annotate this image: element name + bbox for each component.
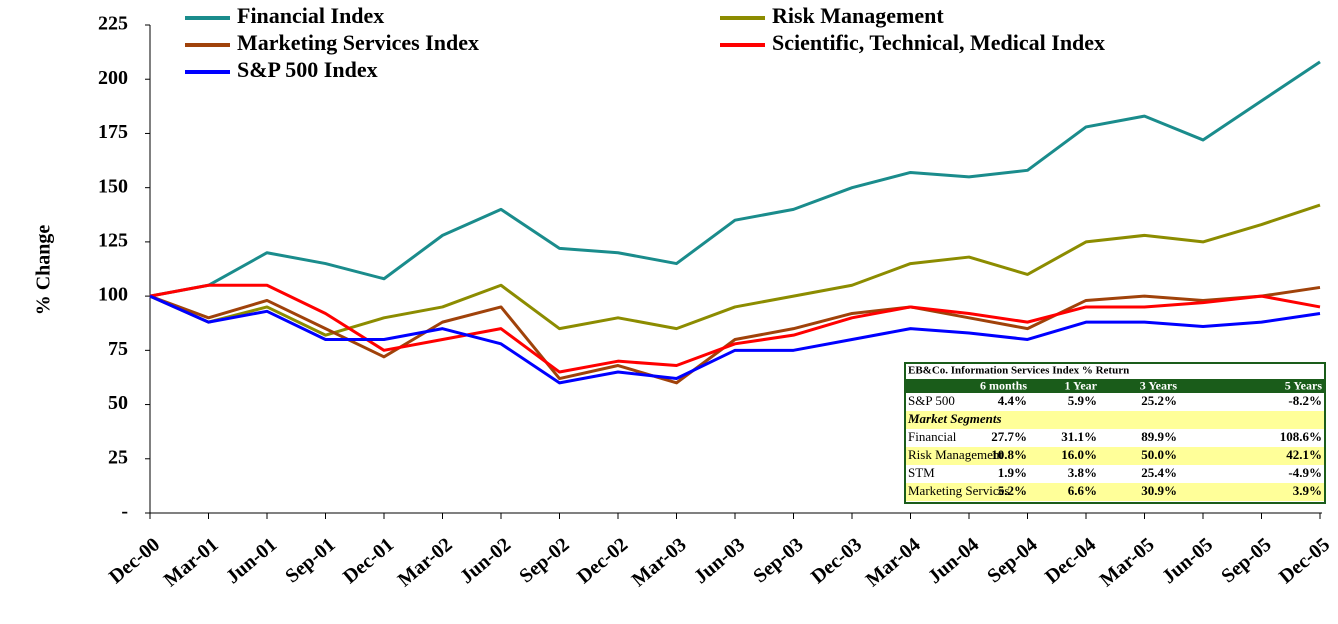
x-tick-label: Mar-01 — [160, 533, 223, 591]
x-tick-label: Dec-00 — [105, 533, 164, 588]
table-header: 5 Years — [1285, 378, 1323, 392]
table-header: 1 Year — [1064, 378, 1097, 392]
x-tick-label: Sep-02 — [515, 533, 573, 587]
table-cell: 4.4% — [998, 393, 1027, 408]
y-tick-label: 150 — [98, 175, 128, 197]
legend-label: Scientific, Technical, Medical Index — [772, 30, 1105, 55]
x-tick-label: Sep-04 — [983, 533, 1041, 587]
line — [149, 60, 1321, 298]
x-tick-label: Mar-03 — [628, 533, 691, 591]
y-tick-label: 175 — [98, 121, 128, 143]
x-tick-label: Jun-03 — [690, 533, 749, 588]
line — [149, 203, 1321, 337]
table-cell: 10.8% — [991, 447, 1027, 462]
table-cell: 25.2% — [1141, 393, 1177, 408]
table-cell: 3.9% — [1293, 483, 1322, 498]
table-cell: 16.0% — [1061, 447, 1097, 462]
y-tick-label: 200 — [98, 67, 128, 89]
line — [149, 294, 1321, 385]
table-border — [904, 362, 1326, 504]
legend-label: Risk Management — [772, 3, 944, 28]
table-row-bg — [905, 429, 1325, 447]
table-cell: 3.8% — [1068, 465, 1097, 480]
y-tick-label: 225 — [98, 13, 128, 35]
table-cell: -4.9% — [1288, 465, 1322, 480]
y-tick-label: 50 — [108, 392, 128, 414]
table-title: EB&Co. Information Services Index % Retu… — [908, 365, 1129, 377]
table-header: 3 Years — [1140, 378, 1178, 392]
legend-label: Marketing Services Index — [237, 30, 479, 55]
x-tick-label: Jun-04 — [924, 533, 983, 588]
x-tick-label: Dec-03 — [807, 533, 866, 588]
table-row-bg — [905, 447, 1325, 465]
table-row-bg — [905, 411, 1325, 429]
y-tick-label: 125 — [98, 229, 128, 251]
table-cell: Financial — [908, 429, 957, 444]
x-tick-label: Jun-05 — [1158, 533, 1217, 588]
table-cell: 5.2% — [998, 483, 1027, 498]
table-header: 6 months — [980, 378, 1027, 392]
table-section: Market Segments — [907, 411, 1002, 426]
table-cell: 30.9% — [1141, 483, 1177, 498]
table-cell: S&P 500 — [908, 393, 955, 408]
table-header-bg — [905, 379, 1325, 393]
table-cell: 6.6% — [1068, 483, 1097, 498]
y-tick-label: 25 — [108, 446, 128, 468]
x-tick-label: Mar-05 — [1096, 533, 1159, 591]
table-cell: 1.9% — [998, 465, 1027, 480]
x-tick-label: Jun-02 — [456, 533, 515, 588]
table-cell: Marketing Services — [908, 483, 1009, 498]
table-cell: 5.9% — [1068, 393, 1097, 408]
x-tick-label: Sep-03 — [749, 533, 807, 587]
x-tick-label: Sep-05 — [1217, 533, 1275, 587]
legend-label: S&P 500 Index — [237, 57, 378, 82]
table-row-bg — [905, 393, 1325, 411]
y-tick-label: 75 — [108, 338, 128, 360]
x-tick-label: Dec-05 — [1275, 533, 1334, 588]
table-row-bg — [905, 465, 1325, 483]
table-cell: 108.6% — [1280, 429, 1322, 444]
table-cell: 27.7% — [991, 429, 1027, 444]
y-axis-label: % Change — [33, 225, 55, 316]
table-cell: 42.1% — [1286, 447, 1322, 462]
y-tick-label: - — [121, 501, 128, 523]
table-cell: 25.4% — [1141, 465, 1177, 480]
x-tick-label: Sep-01 — [281, 533, 339, 587]
x-tick-label: Jun-01 — [222, 533, 281, 588]
x-tick-label: Mar-02 — [394, 533, 457, 591]
y-tick-label: 100 — [98, 284, 128, 306]
x-tick-label: Dec-04 — [1041, 533, 1100, 588]
table-cell: 31.1% — [1061, 429, 1097, 444]
legend-label: Financial Index — [237, 3, 384, 28]
table-cell: 50.0% — [1141, 447, 1177, 462]
table-row-bg — [905, 483, 1325, 501]
table-cell: 89.9% — [1141, 429, 1177, 444]
x-tick-label: Dec-01 — [339, 533, 398, 588]
table-cell: -8.2% — [1288, 393, 1322, 408]
x-tick-label: Dec-02 — [573, 533, 632, 588]
x-tick-label: Mar-04 — [862, 533, 925, 591]
table-cell: STM — [908, 465, 935, 480]
line — [149, 283, 1321, 374]
table-cell: Risk Management — [908, 447, 1003, 462]
